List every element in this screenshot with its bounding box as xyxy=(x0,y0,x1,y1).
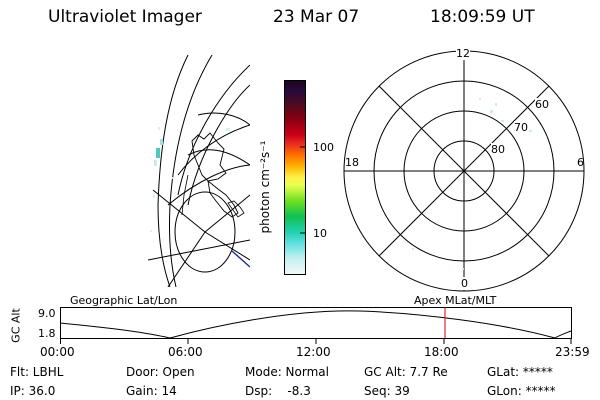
altitude-timeline xyxy=(60,307,572,344)
geographic-map xyxy=(148,55,250,287)
ip-readout: IP: 36.0 xyxy=(10,384,56,398)
x-tick-0600: 06:00 xyxy=(168,345,203,359)
colorbar-tick-100: 100 xyxy=(313,141,334,154)
gain-readout: Gain: 14 xyxy=(126,384,177,398)
filter-readout: Flt: LBHL xyxy=(10,365,64,379)
apex-mlat-mlt-label: Apex MLat/MLT xyxy=(414,294,497,307)
x-tick-1800: 18:00 xyxy=(424,345,459,359)
glat-readout: GLat: ***** xyxy=(487,365,553,379)
y-tick-9: 9.0 xyxy=(38,307,56,320)
mlat-label-60: 60 xyxy=(535,98,549,111)
x-tick-0000: 00:00 xyxy=(40,345,75,359)
mlt-label-0: 0 xyxy=(461,277,468,290)
x-tick-1200: 12:00 xyxy=(296,345,331,359)
gc-alt-readout: GC Alt: 7.7 Re xyxy=(364,365,448,379)
mlt-label-12: 12 xyxy=(456,47,470,60)
gc-alt-axis-title: GC Alt xyxy=(9,308,23,343)
door-readout: Door: Open xyxy=(126,365,195,379)
mlat-label-70: 70 xyxy=(514,121,528,134)
polar-plot xyxy=(343,50,585,292)
instrument-title: Ultraviolet Imager xyxy=(48,7,202,27)
x-tick-2359: 23:59 xyxy=(555,345,590,359)
time-label: 18:09:59 UT xyxy=(430,7,535,27)
color-scale-bar xyxy=(284,80,306,275)
mlt-label-6: 6 xyxy=(577,156,584,169)
y-tick-1.8: 1.8 xyxy=(38,327,56,340)
dsp-readout: Dsp: -8.3 xyxy=(245,384,311,398)
seq-readout: Seq: 39 xyxy=(364,384,410,398)
mode-readout: Mode: Normal xyxy=(245,365,329,379)
mlat-label-80: 80 xyxy=(491,143,505,156)
glon-readout: GLon: ***** xyxy=(487,384,556,398)
colorbar-unit-label: photon cm⁻²s⁻¹ xyxy=(258,140,272,234)
mlt-label-18: 18 xyxy=(345,156,359,169)
colorbar-tick-10: 10 xyxy=(313,227,327,240)
geographic-latlon-label: Geographic Lat/Lon xyxy=(70,294,178,307)
date-label: 23 Mar 07 xyxy=(273,7,360,27)
